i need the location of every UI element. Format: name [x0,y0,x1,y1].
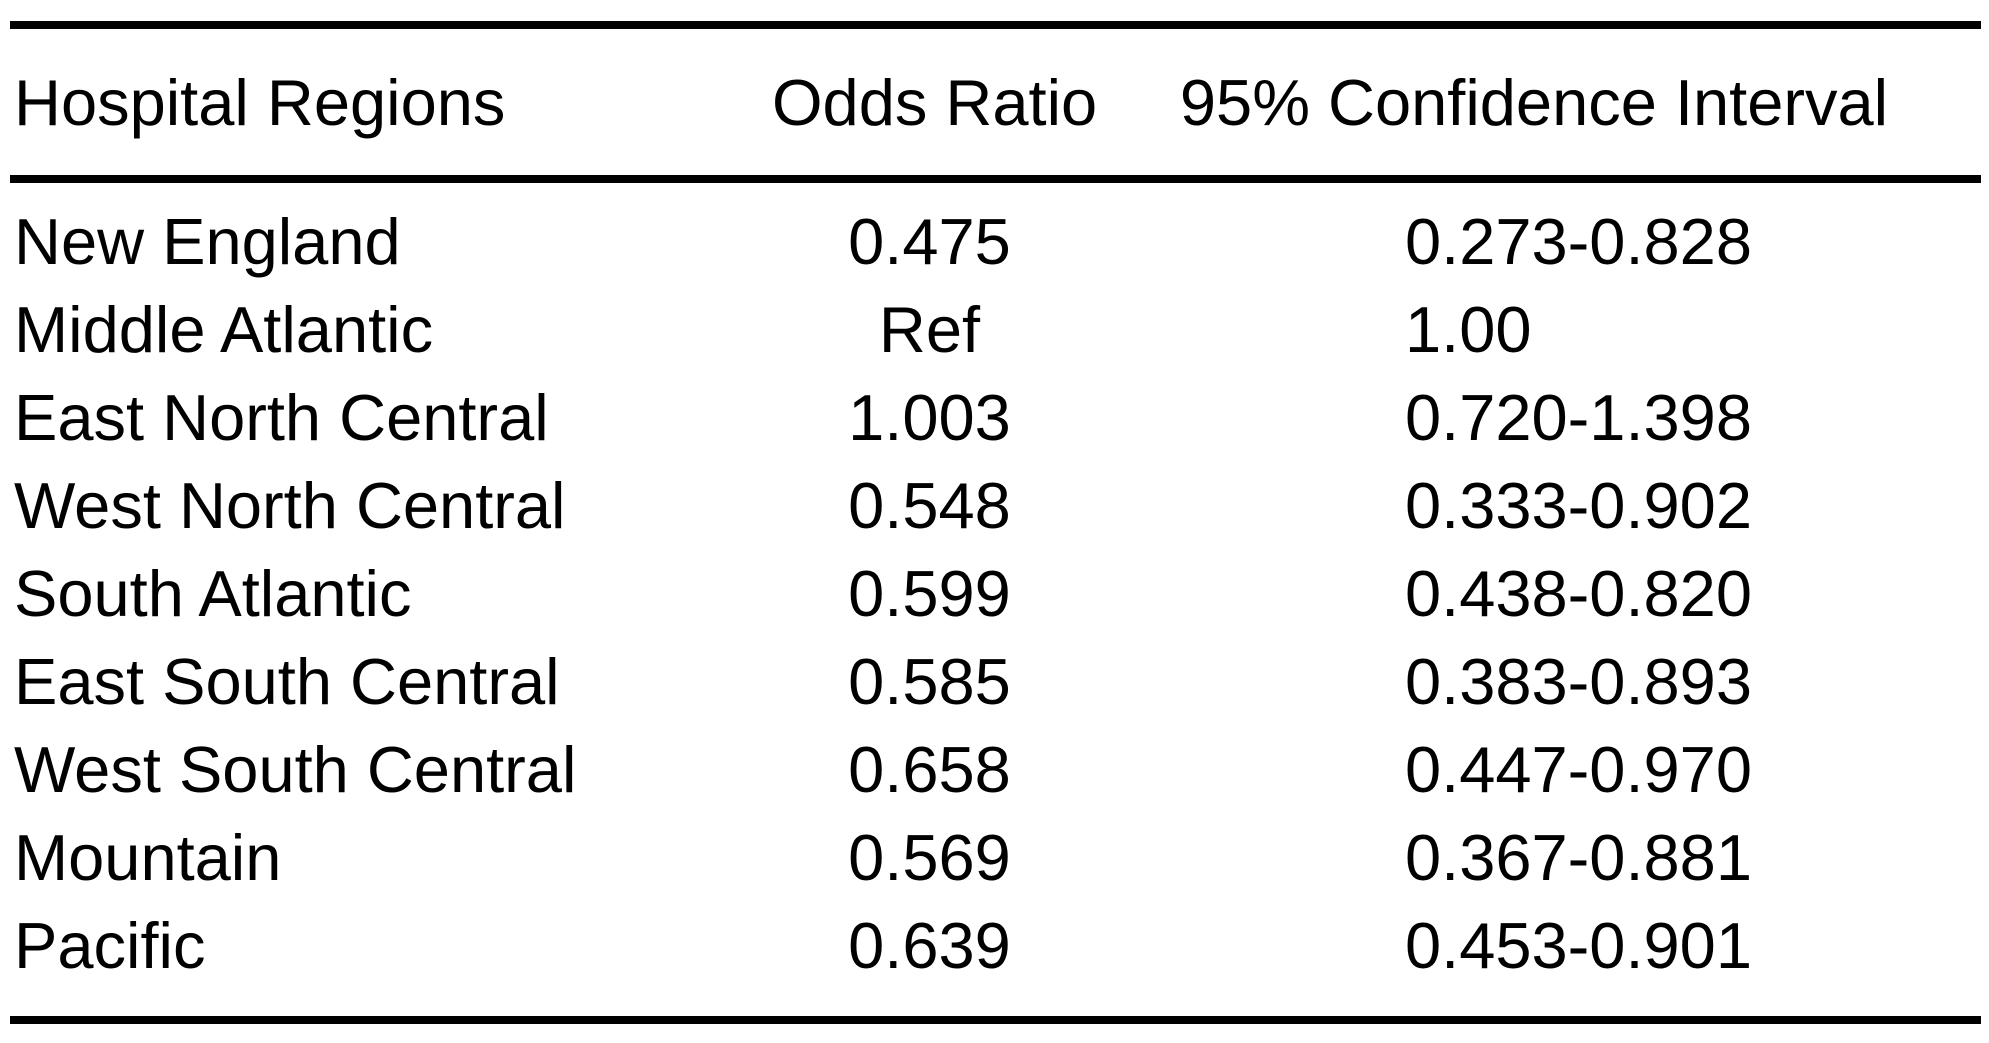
confidence-interval-cell: 0.453-0.901 [1405,908,1752,982]
confidence-interval-cell: 0.438-0.820 [1405,556,1752,630]
table-row: New England 0.475 0.273-0.828 [10,179,1981,285]
header-row: Hospital Regions Odds Ratio 95% Confiden… [10,25,1981,183]
region-cell: West North Central [14,468,566,542]
region-cell: South Atlantic [14,556,412,630]
col-header-odds-ratio: Odds Ratio [772,25,1097,183]
confidence-interval-cell: 1.00 [1405,292,1532,366]
confidence-interval-cell: 0.273-0.828 [1405,204,1752,278]
odds-ratio-cell: 0.599 [848,556,1011,630]
confidence-interval-cell: 0.333-0.902 [1405,468,1752,542]
odds-ratio-cell: 0.639 [848,908,1011,982]
table-row: West North Central 0.548 0.333-0.902 [10,461,1981,549]
table-row: East South Central 0.585 0.383-0.893 [10,637,1981,725]
odds-ratio-cell: 0.569 [848,820,1011,894]
table-row: West South Central 0.658 0.447-0.970 [10,725,1981,813]
col-header-hospital-regions: Hospital Regions [10,25,772,183]
odds-ratio-cell: 1.003 [848,380,1011,454]
region-cell: Pacific [14,908,206,982]
odds-ratio-cell: Ref [878,292,981,366]
confidence-interval-cell: 0.720-1.398 [1405,380,1752,454]
odds-ratio-cell: 0.475 [848,204,1011,278]
table-row: Pacific 0.639 0.453-0.901 [10,901,1981,1020]
odds-ratio-cell: 0.585 [848,644,1011,718]
confidence-interval-cell: 0.383-0.893 [1405,644,1752,718]
odds-ratio-table: Hospital Regions Odds Ratio 95% Confiden… [10,21,1981,1024]
odds-ratio-cell: 0.658 [848,732,1011,806]
region-cell: New England [14,204,401,278]
region-cell: Mountain [14,820,282,894]
region-cell: Middle Atlantic [14,292,434,366]
region-cell: East North Central [14,380,549,454]
confidence-interval-cell: 0.367-0.881 [1405,820,1752,894]
region-cell: East South Central [14,644,560,718]
region-cell: West South Central [14,732,577,806]
table-row: East North Central 1.003 0.720-1.398 [10,373,1981,461]
table-row: Middle Atlantic Ref 1.00 [10,285,1981,373]
confidence-interval-cell: 0.447-0.970 [1405,732,1752,806]
table-row: South Atlantic 0.599 0.438-0.820 [10,549,1981,637]
odds-ratio-cell: 0.548 [848,468,1011,542]
table-row: Mountain 0.569 0.367-0.881 [10,813,1981,901]
col-header-confidence-interval: 95% Confidence Interval [1087,25,1981,183]
